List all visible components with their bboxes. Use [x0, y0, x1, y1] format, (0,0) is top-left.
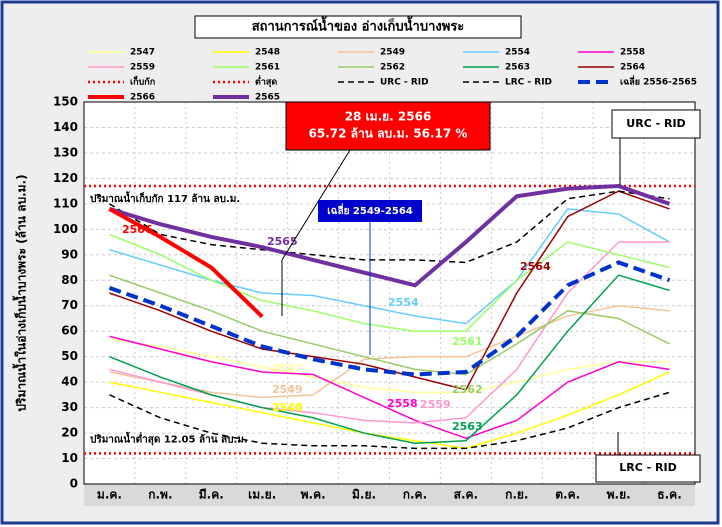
y-tick-label: 130	[53, 145, 78, 159]
legend-label: 2548	[255, 48, 280, 58]
y-tick-label: 0	[70, 477, 78, 491]
x-tick-label: ธ.ค.	[657, 488, 681, 502]
y-tick-label: 120	[53, 171, 78, 185]
y-tick-label: 50	[61, 349, 78, 363]
callout-box	[611, 109, 701, 139]
series-label: 2554	[388, 296, 419, 309]
y-tick-label: 40	[61, 375, 78, 389]
y-tick-label: 80	[61, 273, 78, 287]
legend-label: 2562	[380, 63, 405, 73]
legend-label: 2547	[130, 48, 155, 58]
legend-label: 2566	[130, 93, 155, 103]
y-tick-label: 10	[61, 451, 78, 465]
x-tick-label: มิ.ย.	[352, 488, 376, 502]
x-tick-label: มี.ค.	[199, 488, 224, 502]
y-tick-label: 30	[61, 400, 78, 414]
series-line	[109, 241, 670, 424]
x-tick-label: ส.ค.	[454, 488, 478, 502]
annotation: 65.72 ล้าน ลบ.ม. 56.17 %	[309, 127, 468, 141]
legend-label: 2564	[620, 63, 645, 73]
legend-label: 2549	[380, 48, 405, 58]
series-line	[109, 274, 670, 376]
series-label: 2564	[520, 260, 551, 273]
x-tick-label: พ.ย.	[607, 488, 631, 502]
series-line	[108, 184, 671, 288]
y-tick-label: 150	[53, 95, 78, 109]
chart-title: สถานการณ์น้ำของ อ่างเก็บน้ำบางพระ	[252, 16, 465, 35]
legend-label: 2559	[130, 63, 155, 73]
series-line	[109, 190, 670, 264]
y-tick-label: 90	[61, 247, 78, 261]
series-line	[108, 260, 671, 377]
legend-label: LRC - RID	[505, 78, 552, 88]
x-band	[84, 484, 695, 506]
series-label: 2562	[452, 383, 483, 396]
series-line	[109, 391, 670, 450]
series-label: 2565	[267, 235, 298, 248]
x-tick-label: พ.ค.	[301, 488, 326, 502]
series-line	[109, 233, 670, 332]
x-tick-label: ก.พ.	[148, 488, 172, 502]
title-box	[194, 15, 522, 39]
series-line	[108, 207, 264, 319]
reference-label: ปริมาณน้ำต่ำสุด 12.05 ล้าน ลบ.ม.	[90, 431, 248, 445]
legend-label: 2561	[255, 63, 280, 73]
series-line	[109, 304, 670, 399]
x-tick-label: ต.ค.	[555, 488, 580, 502]
series-line	[109, 274, 670, 445]
annotation: LRC - RID	[619, 461, 676, 474]
callout-box	[285, 101, 491, 151]
callout-box	[595, 454, 701, 483]
series-label: 2566	[122, 223, 153, 236]
reference-label: ปริมาณน้ำเก็บกัก 117 ล้าน ลบ.ม.	[90, 191, 240, 205]
legend-label: 2563	[505, 63, 530, 73]
legend-label: เก็บกัก	[130, 75, 155, 88]
annotation: URC - RID	[626, 117, 685, 130]
series-label: 2547	[272, 362, 303, 375]
x-tick-label: ม.ค.	[97, 488, 122, 502]
y-tick-label: 140	[53, 120, 78, 134]
annotation: 28 เม.ย. 2566	[345, 110, 432, 124]
series-label: 2549	[272, 383, 303, 396]
y-tick-label: 110	[53, 196, 78, 210]
series-label: 2563	[452, 420, 483, 433]
series-line	[109, 208, 670, 325]
x-tick-label: ก.ย.	[505, 488, 528, 502]
series-line	[109, 371, 670, 450]
series-line	[109, 338, 670, 394]
legend-label: เฉลี่ย 2556-2565	[620, 75, 697, 88]
legend-label: 2558	[620, 48, 645, 58]
x-tick-label: ก.ค.	[403, 488, 427, 502]
y-tick-label: 70	[61, 298, 78, 312]
series-label: 2548	[272, 401, 303, 414]
series-line	[109, 335, 670, 439]
callout-line	[281, 149, 351, 261]
y-axis-label: ปริมาณน้ำในอ่างเก็บน้ำบางพระ (ล้าน ลบ.ม.…	[12, 174, 29, 411]
series-label: 2558	[387, 397, 418, 410]
y-tick-label: 60	[61, 324, 78, 338]
legend-label: 2565	[255, 93, 280, 103]
annotation: เฉลี่ย 2549-2564	[327, 203, 413, 217]
y-tick-label: 20	[61, 426, 78, 440]
x-tick-label: เม.ย.	[248, 488, 276, 502]
callout-box	[318, 200, 422, 222]
legend-label: URC - RID	[380, 78, 429, 88]
series-label: 2559	[420, 398, 451, 411]
series-label: 2561	[452, 335, 483, 348]
y-tick-label: 100	[53, 222, 78, 236]
legend-label: 2554	[505, 48, 530, 58]
legend-label: ต่ำสุด	[255, 75, 277, 88]
